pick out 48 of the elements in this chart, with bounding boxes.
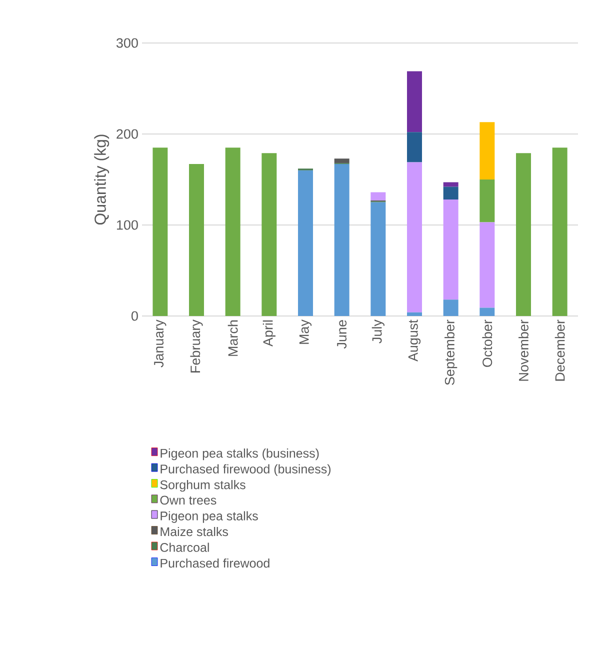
y-tick-label: 100 bbox=[116, 220, 138, 230]
legend-label: Charcoal bbox=[160, 542, 209, 552]
bar bbox=[262, 153, 277, 316]
legend-label: Maize stalks bbox=[160, 526, 228, 536]
bar bbox=[516, 153, 531, 316]
y-axis-title: Quantity (kg) bbox=[94, 134, 110, 225]
y-tick-label: 0 bbox=[131, 311, 138, 321]
bar bbox=[480, 122, 495, 180]
x-tick-label: January bbox=[154, 320, 166, 368]
bar bbox=[152, 148, 168, 316]
y-tick-label: 300 bbox=[116, 38, 138, 48]
bar bbox=[480, 180, 495, 222]
legend-label: Sorghum stalks bbox=[160, 480, 246, 492]
bar bbox=[334, 164, 350, 316]
legend-label: Pigeon pea stalks (business) bbox=[160, 448, 319, 460]
legend-label: Pigeon pea stalks bbox=[160, 511, 258, 523]
bar bbox=[407, 162, 422, 312]
x-tick-label: October bbox=[482, 320, 492, 367]
x-tick-label: February bbox=[190, 320, 203, 372]
x-tick-label: December bbox=[554, 320, 565, 381]
legend-label: Purchased firewood (business) bbox=[160, 464, 331, 476]
bar bbox=[334, 158, 350, 164]
x-tick-label: July bbox=[372, 320, 384, 344]
bar bbox=[370, 202, 386, 316]
bar bbox=[407, 71, 422, 132]
bar bbox=[407, 132, 422, 162]
x-tick-label: March bbox=[228, 320, 238, 356]
legend-label: Purchased firewood bbox=[160, 558, 270, 568]
bar bbox=[189, 164, 204, 316]
x-tick-label: May bbox=[299, 320, 312, 344]
bar bbox=[443, 182, 458, 187]
bar bbox=[443, 186, 458, 200]
x-tick-label: April bbox=[262, 320, 276, 347]
legend-label: Own trees bbox=[160, 496, 216, 505]
x-tick-label: November bbox=[518, 320, 528, 381]
bar bbox=[225, 148, 240, 316]
bar bbox=[443, 300, 458, 316]
bar bbox=[407, 312, 422, 316]
x-tick-label: August bbox=[408, 320, 421, 362]
x-tick-label: June bbox=[337, 320, 347, 349]
bar bbox=[480, 308, 495, 316]
bar bbox=[552, 148, 568, 316]
y-tick-label: 200 bbox=[116, 129, 138, 139]
bar bbox=[298, 170, 313, 316]
bar bbox=[480, 222, 495, 308]
x-tick-label: September bbox=[444, 320, 458, 385]
bar bbox=[443, 200, 458, 300]
bar bbox=[370, 192, 386, 200]
